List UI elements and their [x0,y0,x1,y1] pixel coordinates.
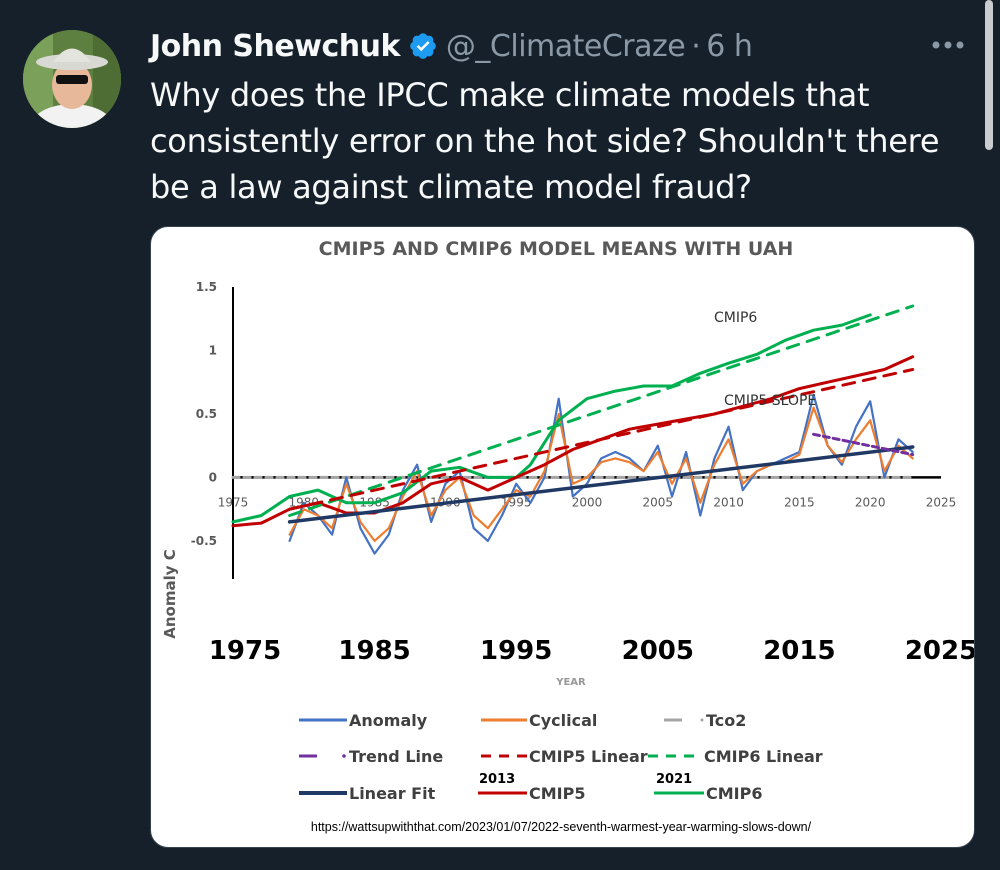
legend-label-linear-fit: Linear Fit [349,784,436,803]
series-line-cmip6 [231,313,872,524]
x-tick-label-small: 2000 [572,495,603,509]
x-tick-label-small: 2005 [643,495,674,509]
legend-item-cmip6: 2021 CMIP6 [654,772,762,803]
legend-item-cmip5-linear: CMIP5 Linear [481,747,648,766]
tweet-header: John Shewchuk @_ClimateCraze · 6 h [150,24,753,68]
y-tick-label: -0.5 [191,534,217,548]
author-name[interactable]: John Shewchuk [150,28,400,64]
y-axis-label: Anomaly C [161,549,179,639]
x-tick-label-large: 2005 [622,636,694,666]
y-tick-label: 0 [209,470,217,484]
legend-year-2013: 2013 [479,772,515,787]
legend-item-anomaly: Anomaly [299,711,428,730]
series-line-cmip5-linear [288,368,915,511]
author-handle[interactable]: @_ClimateCraze [445,28,686,64]
verified-badge-icon [410,33,436,59]
y-tick-label: 1.5 [196,280,217,294]
tweet-timestamp[interactable]: 6 h [706,28,753,64]
chart-title: CMIP5 AND CMIP6 MODEL MEANS WITH UAH [319,238,794,260]
x-tick-label-large: 2025 [905,636,975,666]
legend-item-cyclical: Cyclical [481,711,597,730]
legend-label-trend-line: Trend Line [349,747,443,766]
series-line-cmip6-linear [288,304,915,517]
x-tick-label-large: 1995 [480,636,552,666]
separator-dot: · [691,28,701,64]
x-tick-label-large: 1985 [338,636,410,666]
annotation-cmip5-slope: CMIP5 SLOPE [724,393,816,409]
legend-label-cmip6-linear: CMIP6 Linear [704,747,823,766]
chart-svg: CMIP5 AND CMIP6 MODEL MEANS WITH UAH Ano… [161,238,975,834]
legend-item-trend-line: Trend Line [299,747,443,766]
source-url[interactable]: https://wattsupwiththat.com/2023/01/07/2… [311,820,812,834]
x-tick-label-small: 2015 [784,495,815,509]
more-options-icon[interactable] [924,30,972,60]
legend-label-tco2: Tco2 [706,711,746,730]
legend-label-cyclical: Cyclical [529,711,597,730]
legend-item-cmip6-linear: CMIP6 Linear [648,747,823,766]
legend-label-cmip6: CMIP6 [706,784,762,803]
annotation-cmip6: CMIP6 [714,310,757,326]
legend-item-tco2: Tco2 [664,711,746,730]
x-axis-label: YEAR [555,677,586,688]
tweet-text: Why does the IPCC make climate models th… [150,76,940,206]
avatar-image [23,30,121,128]
legend-item-linear-fit: Linear Fit [299,784,436,803]
x-tick-label-large: 2015 [763,636,835,666]
series-line-cyclical [288,406,914,542]
series-line-anomaly [288,393,914,555]
tweet-media-chart[interactable]: CMIP5 AND CMIP6 MODEL MEANS WITH UAH Ano… [150,226,975,848]
series-line-cmip5 [231,355,915,528]
series-line-linear-fit [287,445,915,524]
legend-year-2021: 2021 [656,772,692,787]
y-tick-label: 0.5 [196,407,217,421]
y-tick-label: 1 [209,343,217,357]
series-line-trend-line [812,432,915,457]
x-tick-label-small: 2010 [713,495,744,509]
author-avatar[interactable] [23,30,121,128]
x-tick-label-large: 1975 [209,636,281,666]
legend-label-anomaly: Anomaly [349,711,428,730]
x-tick-label-small: 2020 [855,495,886,509]
x-tick-label-small: 2025 [926,495,957,509]
legend-label-cmip5-linear: CMIP5 Linear [529,747,648,766]
legend: Anomaly Cyclical Tco2 Trend Line CMIP5 L… [299,711,823,803]
legend-item-cmip5: 2013 CMIP5 [478,772,585,803]
scrollbar-thumb[interactable] [985,0,993,150]
legend-label-cmip5: CMIP5 [529,784,585,803]
